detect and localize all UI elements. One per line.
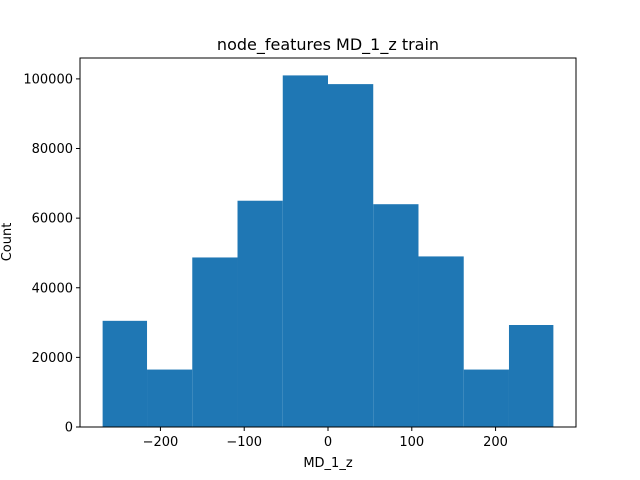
histogram-bar — [373, 204, 419, 427]
chart-title: node_features MD_1_z train — [217, 35, 439, 55]
histogram-bar — [192, 257, 238, 427]
y-axis-ticks: 0 20000 40000 60000 80000 100000 — [23, 72, 80, 436]
histogram-bar — [328, 84, 374, 427]
histogram-bar — [282, 75, 328, 427]
x-tick-label: −100 — [226, 435, 262, 450]
y-axis-label: Count — [0, 223, 15, 262]
x-axis-label: MD_1_z — [303, 456, 352, 471]
x-tick-label: 100 — [399, 435, 424, 450]
y-tick-label: 40000 — [32, 281, 73, 296]
histogram-bar — [463, 369, 509, 427]
y-tick-label: 100000 — [23, 72, 73, 87]
x-tick-label: −200 — [143, 435, 179, 450]
y-tick-label: 60000 — [32, 212, 73, 227]
histogram-bar — [237, 200, 283, 427]
x-tick-label: 0 — [324, 435, 332, 450]
histogram-bar — [147, 369, 193, 427]
x-tick-label: 200 — [483, 435, 508, 450]
y-tick-label: 0 — [65, 421, 73, 436]
histogram-bar — [418, 256, 464, 427]
bars-group — [102, 75, 554, 427]
y-tick-label: 20000 — [32, 351, 73, 366]
y-tick-label: 80000 — [32, 142, 73, 157]
histogram-bar — [102, 320, 148, 427]
histogram-bar — [508, 325, 554, 427]
x-axis-ticks: −200 −100 0 100 200 — [143, 427, 508, 450]
